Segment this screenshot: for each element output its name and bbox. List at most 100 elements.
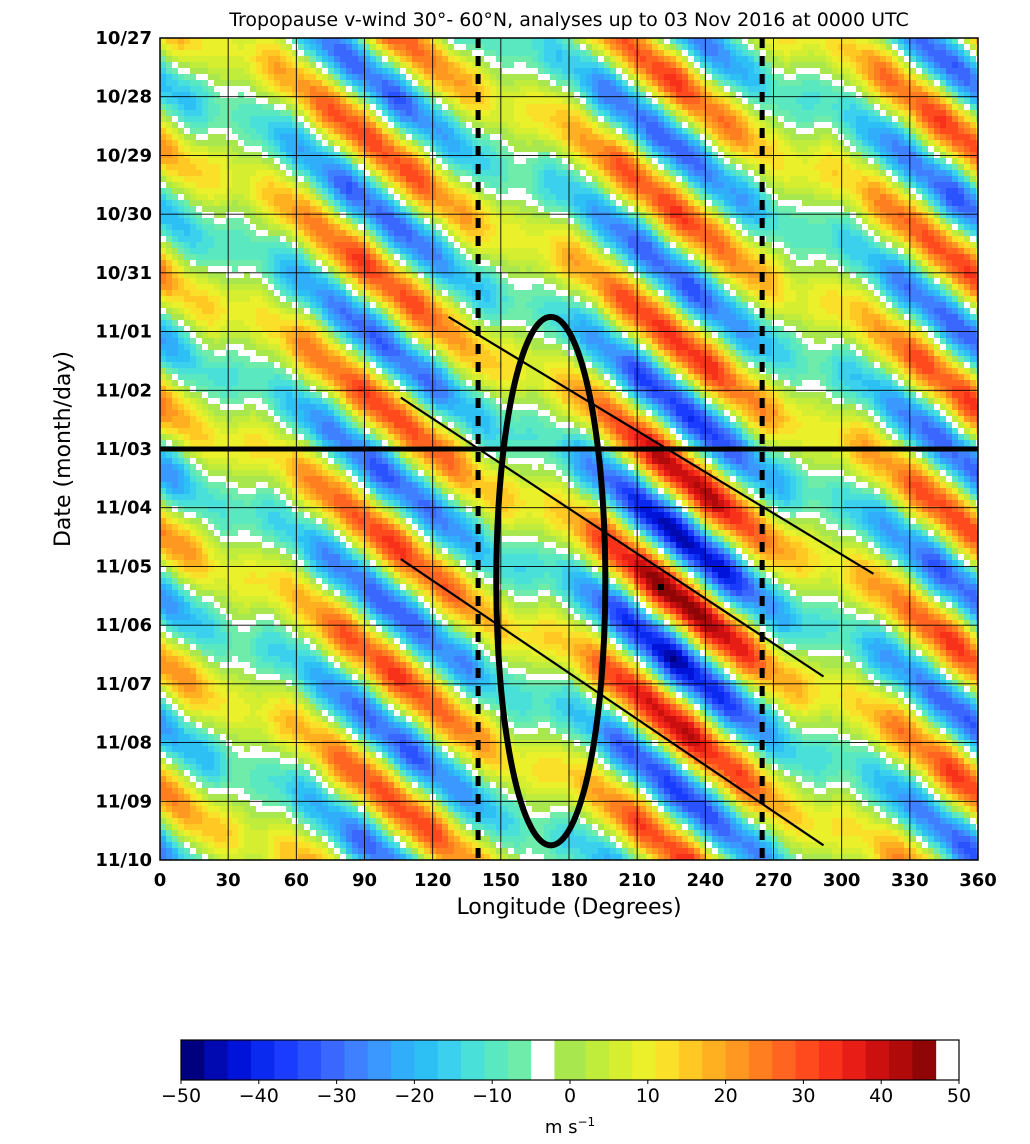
heat-cell [190,38,197,45]
heat-cell [238,92,245,99]
heat-cell [712,110,719,117]
heat-cell [550,62,557,69]
heat-cell [616,242,623,249]
heat-cell [868,80,875,87]
heat-cell [592,140,599,147]
heat-cell [706,182,713,189]
heat-cell [964,236,971,243]
heat-cell [640,104,647,111]
heat-cell [970,128,977,135]
heat-cell [586,176,593,183]
heat-cell [598,146,605,153]
heat-cell [658,188,665,195]
heat-cell [724,164,731,171]
heat-cell [388,164,395,171]
heat-cell [700,62,707,69]
heat-cell [400,206,407,213]
heat-cell [460,110,467,117]
heat-cell [442,164,449,171]
heat-cell [682,116,689,123]
heat-cell [556,104,563,111]
heat-cell [232,146,239,153]
heat-cell [364,248,371,255]
heat-cell [496,146,503,153]
heat-cell [610,74,617,81]
heat-cell [736,92,743,99]
heat-cell [508,80,515,87]
heat-cell [826,62,833,69]
heat-cell [562,176,569,183]
heat-cell [508,218,515,225]
heat-cell [364,134,371,141]
heat-cell [538,236,545,243]
heat-cell [760,104,767,111]
heat-cell [496,188,503,195]
heat-cell [592,44,599,51]
heat-cell [682,188,689,195]
heat-cell [616,230,623,237]
heat-cell [652,86,659,93]
heat-cell [190,218,197,225]
heat-cell [292,86,299,93]
heat-cell [238,50,245,57]
heat-cell [196,56,203,63]
heat-cell [712,122,719,129]
heat-cell [418,158,425,165]
heat-cell [364,218,371,225]
heat-cell [418,170,425,177]
heat-cell [862,56,869,63]
heat-cell [550,248,557,255]
heat-cell [394,80,401,87]
heat-cell [244,116,251,123]
heat-cell [652,110,659,117]
heat-cell [550,68,557,75]
heat-cell [262,68,269,75]
heat-cell [670,236,677,243]
heat-cell [490,116,497,123]
heat-cell [562,110,569,117]
heat-cell [490,92,497,99]
heat-cell [190,116,197,123]
heat-cell [376,224,383,231]
heat-cell [424,248,431,255]
heat-cell [346,146,353,153]
heat-cell [712,50,719,57]
heat-cell [910,242,917,249]
heat-cell [724,128,731,135]
heat-cell [952,176,959,183]
heat-cell [784,200,791,207]
heat-cell [250,236,257,243]
heat-cell [532,146,539,153]
heat-cell [268,212,275,219]
heat-cell [448,200,455,207]
heat-cell [232,110,239,117]
heat-cell [184,182,191,189]
heat-cell [418,122,425,129]
heat-cell [826,170,833,177]
heat-cell [748,188,755,195]
heat-cell [490,242,497,249]
heat-cell [454,80,461,87]
heat-cell [322,254,329,261]
heat-cell [232,248,239,255]
heat-cell [520,188,527,195]
heat-cell [460,194,467,201]
heat-cell [334,212,341,219]
heat-cell [886,248,893,255]
heat-cell [886,86,893,93]
heat-cell [508,92,515,99]
heat-cell [904,116,911,123]
heat-cell [790,98,797,105]
heat-cell [484,80,491,87]
heat-cell [880,128,887,135]
heat-cell [310,254,317,261]
heat-cell [466,134,473,141]
heat-cell [556,230,563,237]
heat-cell [484,206,491,213]
heat-cell [328,176,335,183]
heat-cell [352,224,359,231]
heat-cell [946,164,953,171]
heat-cell [220,122,227,129]
heat-cell [496,134,503,141]
heat-cell [754,200,761,207]
